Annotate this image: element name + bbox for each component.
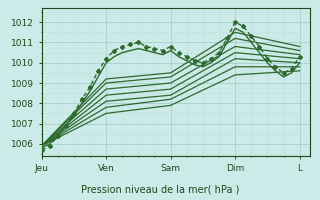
Text: Pression niveau de la mer( hPa ): Pression niveau de la mer( hPa ) — [81, 184, 239, 194]
